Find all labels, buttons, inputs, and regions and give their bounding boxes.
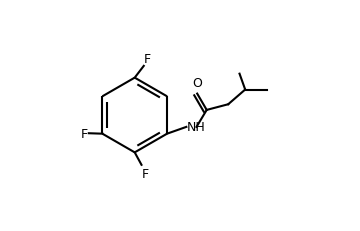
Text: F: F — [144, 52, 151, 65]
Text: F: F — [81, 127, 87, 140]
Text: NH: NH — [187, 121, 206, 134]
Text: O: O — [192, 76, 202, 89]
Text: F: F — [142, 167, 149, 180]
